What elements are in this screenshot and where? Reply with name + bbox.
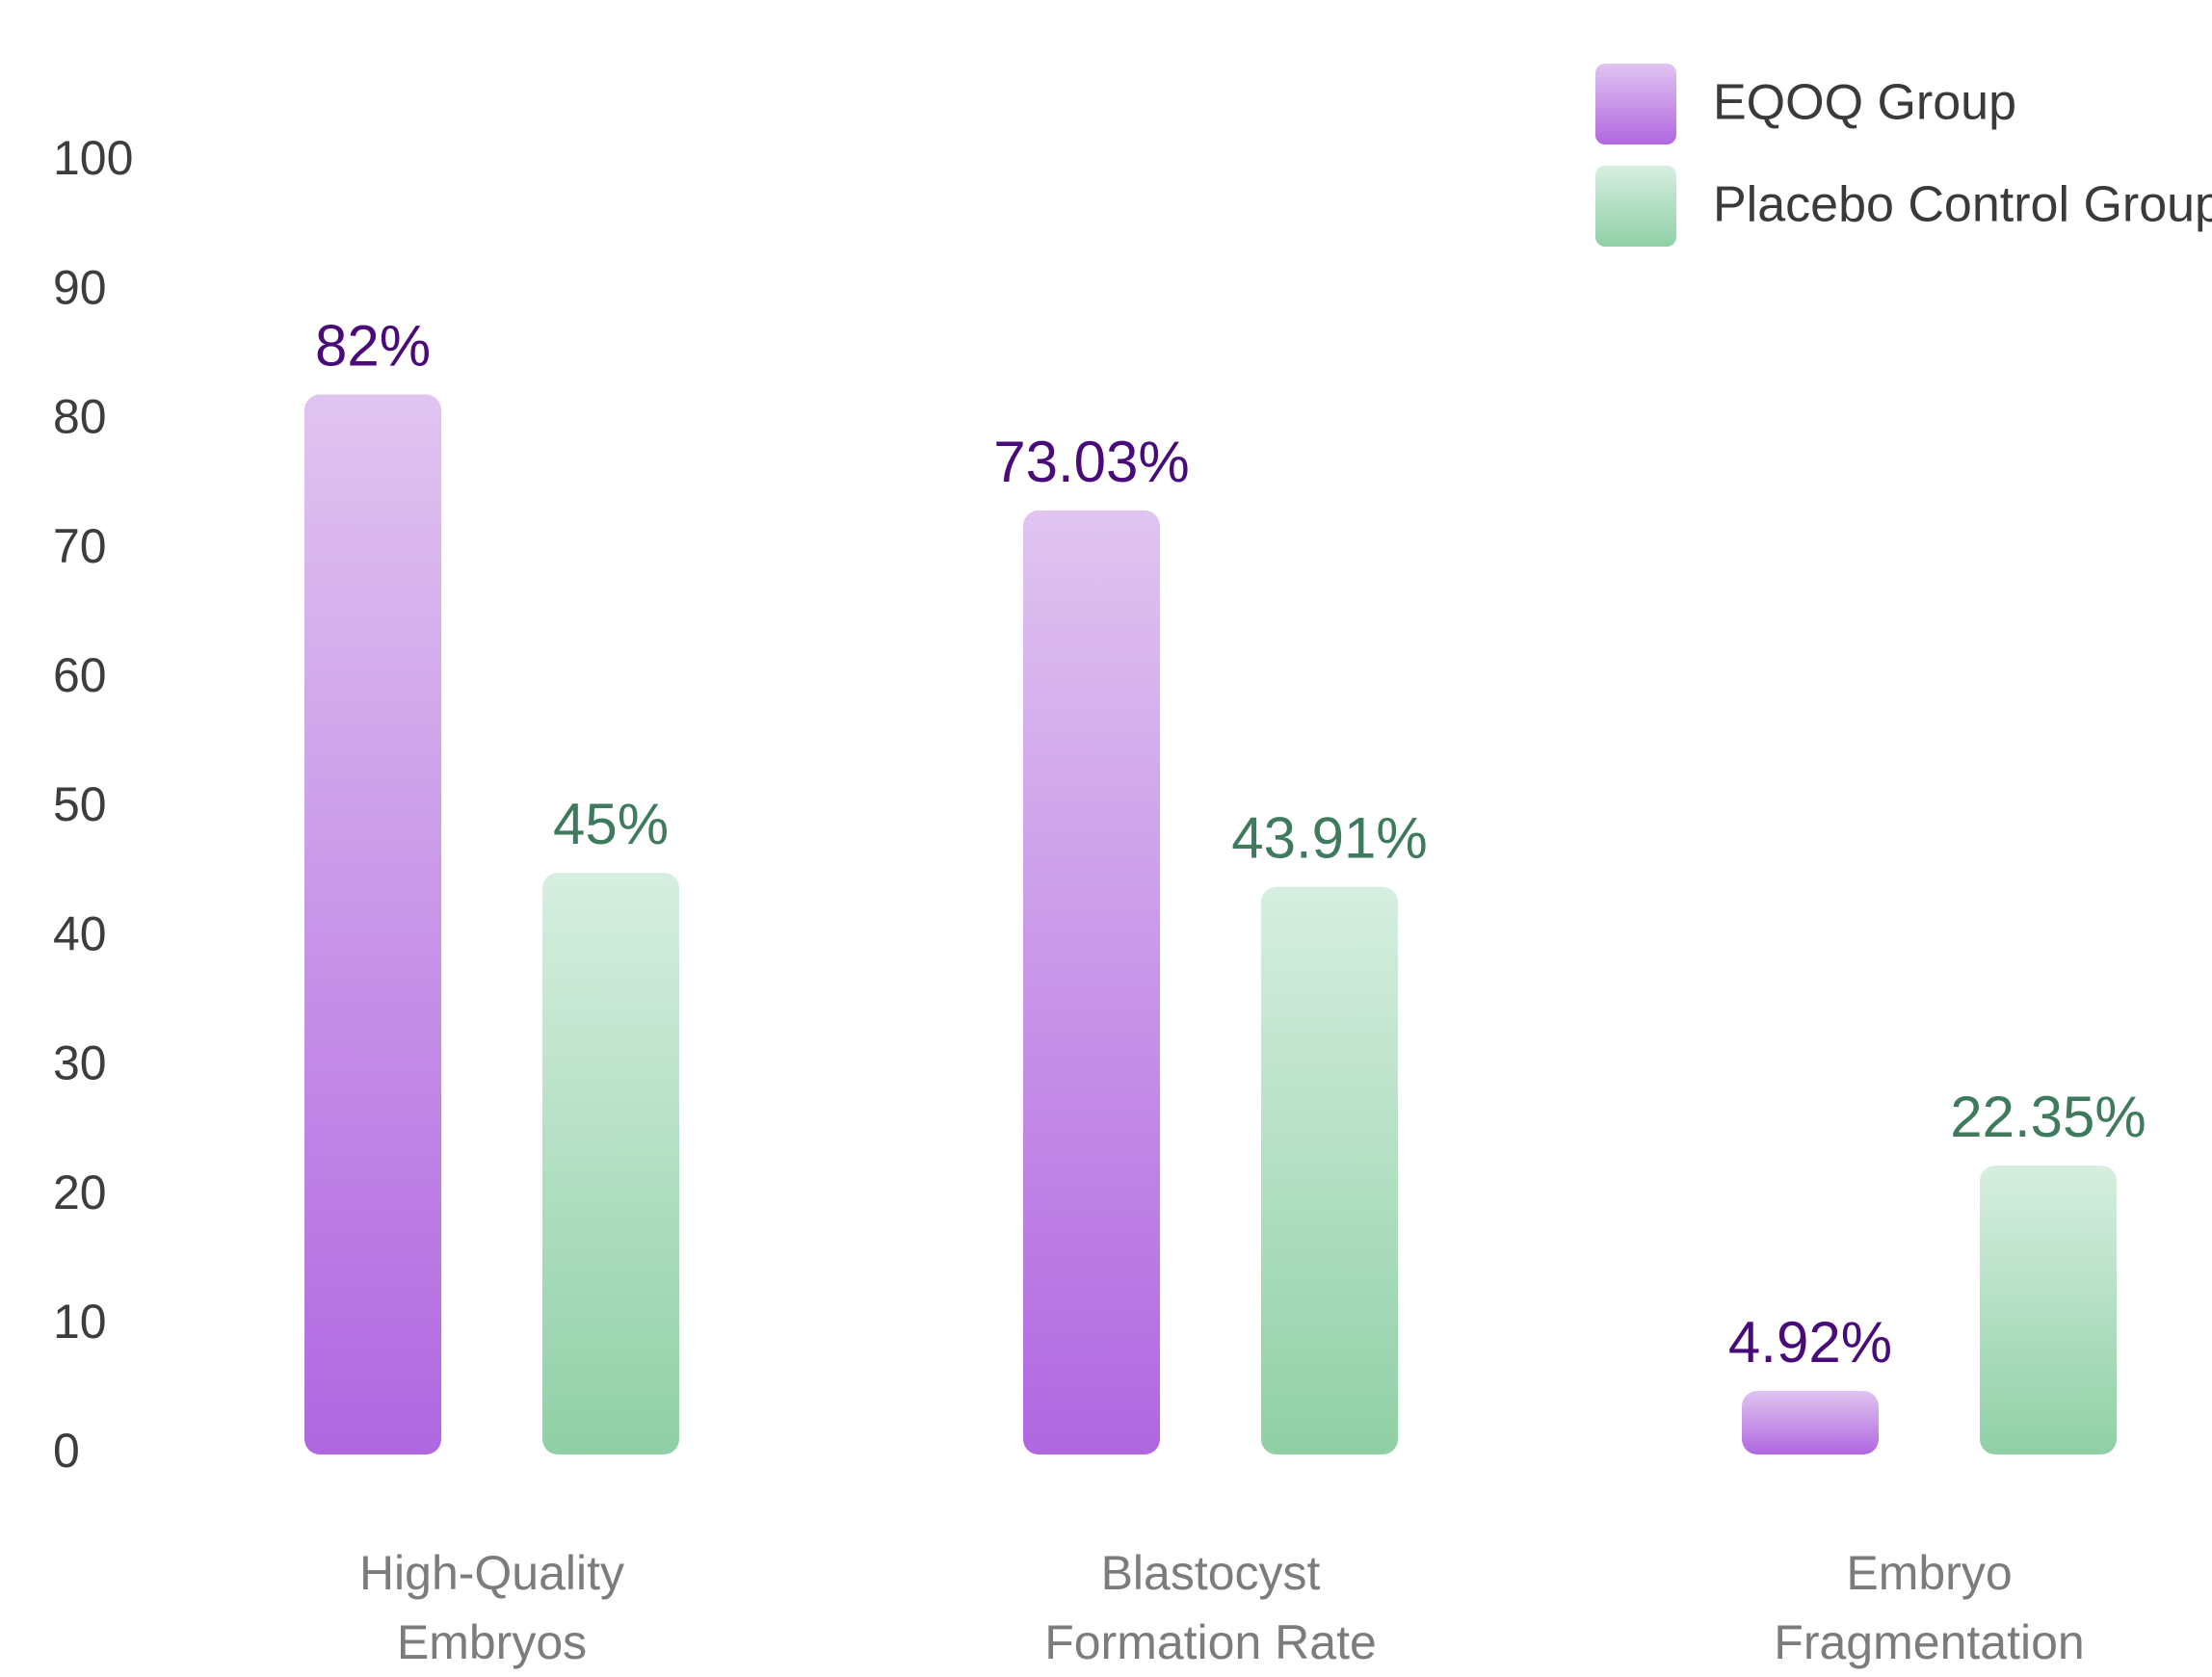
y-tick-label: 70 [53, 519, 107, 573]
y-tick-label: 90 [53, 260, 107, 314]
legend-swatch [1595, 166, 1676, 247]
y-tick-label: 0 [53, 1424, 80, 1478]
legend-label: EQOQ Group [1713, 75, 2016, 131]
bar-placebo-1 [542, 873, 679, 1454]
data-label: 45% [553, 792, 669, 856]
data-label: 4.92% [1728, 1310, 1892, 1375]
bar-placebo-3 [1980, 1166, 2117, 1454]
x-category-label: Blastocyst [1101, 1546, 1321, 1600]
bar-eqoq-3 [1742, 1390, 1879, 1454]
legend-swatch [1595, 64, 1676, 144]
y-tick-label: 60 [53, 648, 107, 702]
bar-eqoq-1 [304, 394, 441, 1454]
y-tick-label: 100 [53, 131, 133, 185]
y-tick-label: 10 [53, 1295, 107, 1349]
x-category-label: Formation Rate [1044, 1615, 1377, 1669]
bar-placebo-2 [1261, 886, 1398, 1454]
data-label: 43.91% [1231, 806, 1428, 871]
y-tick-label: 50 [53, 777, 107, 831]
x-category-label: Embryos [397, 1615, 587, 1669]
bar-eqoq-2 [1023, 510, 1160, 1454]
x-category-label: Fragmentation [1774, 1615, 2084, 1669]
data-label: 73.03% [993, 430, 1190, 494]
x-category-label: Embryo [1846, 1546, 2012, 1600]
y-tick-label: 80 [53, 390, 107, 444]
legend-label: Placebo Control Group [1713, 177, 2212, 233]
y-axis: 0 10 20 30 40 50 60 70 80 90 100 [53, 131, 133, 1478]
y-tick-label: 40 [53, 906, 107, 960]
x-category-label: High-Quality [359, 1546, 624, 1600]
data-label: 82% [315, 314, 431, 379]
y-tick-label: 30 [53, 1036, 107, 1090]
data-label: 22.35% [1950, 1085, 2146, 1149]
x-axis: High-Quality Embryos Blastocyst Formation R… [359, 1546, 2085, 1669]
y-tick-label: 20 [53, 1166, 107, 1219]
legend: EQOQ Group Placebo Control Group [1595, 64, 2212, 247]
bars [304, 394, 2117, 1454]
value-labels: 82% 73.03% 4.92% 45% 43.91% 22.35% [315, 314, 2146, 1375]
